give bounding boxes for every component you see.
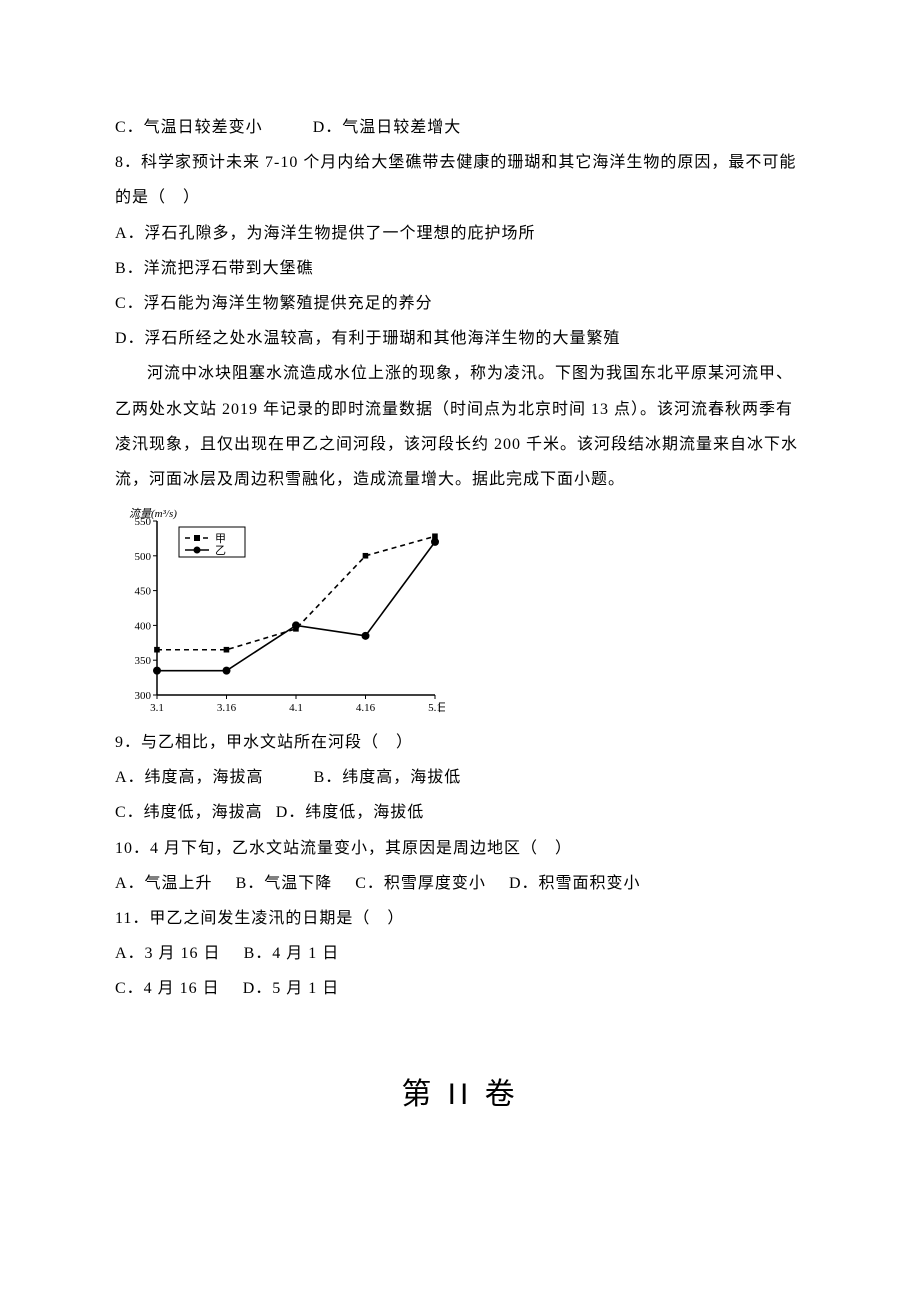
section-ii-title: 第 II 卷 bbox=[115, 1062, 805, 1128]
svg-text:乙: 乙 bbox=[215, 544, 226, 557]
q8-option-a: A．浮石孔隙多，为海洋生物提供了一个理想的庇护场所 bbox=[115, 216, 805, 251]
svg-text:4.16: 4.16 bbox=[356, 702, 376, 714]
svg-text:550: 550 bbox=[135, 516, 152, 528]
q11-option-c: C．4 月 16 日 bbox=[115, 980, 220, 997]
svg-text:3.1: 3.1 bbox=[150, 702, 164, 714]
svg-text:450: 450 bbox=[135, 586, 152, 598]
svg-text:甲: 甲 bbox=[215, 533, 226, 545]
q10-option-c: C．积雪厚度变小 bbox=[355, 875, 486, 892]
svg-text:350: 350 bbox=[135, 655, 152, 667]
q7-option-d: D．气温日较差增大 bbox=[313, 119, 462, 136]
q9-option-c: C．纬度低，海拔高 bbox=[115, 804, 263, 821]
svg-text:500: 500 bbox=[135, 551, 152, 563]
q11-option-a: A．3 月 16 日 bbox=[115, 945, 221, 962]
svg-text:4.1: 4.1 bbox=[289, 702, 303, 714]
q8-option-c: C．浮石能为海洋生物繁殖提供充足的养分 bbox=[115, 286, 805, 321]
q10-option-a: A．气温上升 bbox=[115, 875, 213, 892]
q8-option-d: D．浮石所经之处水温较高，有利于珊瑚和其他海洋生物的大量繁殖 bbox=[115, 321, 805, 356]
exam-page: C．气温日较差变小 D．气温日较差增大 8．科学家预计未来 7-10 个月内给大… bbox=[0, 0, 920, 1302]
svg-text:日期（月.日）: 日期（月.日） bbox=[437, 701, 445, 714]
chart-container: 流量(m³/s)3003504004505005503.13.164.14.16… bbox=[115, 503, 805, 723]
q11-options-row2: C．4 月 16 日 D．5 月 1 日 bbox=[115, 971, 805, 1006]
q9-options-row1: A．纬度高，海拔高 B．纬度高，海拔低 bbox=[115, 760, 805, 795]
flow-chart: 流量(m³/s)3003504004505005503.13.164.14.16… bbox=[115, 503, 445, 723]
q9-options-row2: C．纬度低，海拔高 D．纬度低，海拔低 bbox=[115, 795, 805, 830]
q7-option-c: C．气温日较差变小 bbox=[115, 119, 263, 136]
passage-text: 河流中冰块阻塞水流造成水位上涨的现象，称为凌汛。下图为我国东北平原某河流甲、乙两… bbox=[115, 356, 805, 497]
q7-options-cd: C．气温日较差变小 D．气温日较差增大 bbox=[115, 110, 805, 145]
q9-stem: 9．与乙相比，甲水文站所在河段（ ） bbox=[115, 725, 805, 760]
q10-option-d: D．积雪面积变小 bbox=[509, 875, 641, 892]
q8-stem: 8．科学家预计未来 7-10 个月内给大堡礁带去健康的珊瑚和其它海洋生物的原因，… bbox=[115, 145, 805, 215]
q11-stem: 11．甲乙之间发生凌汛的日期是（ ） bbox=[115, 901, 805, 936]
q8-option-b: B．洋流把浮石带到大堡礁 bbox=[115, 251, 805, 286]
q10-option-b: B．气温下降 bbox=[236, 875, 333, 892]
q9-option-a: A．纬度高，海拔高 bbox=[115, 769, 264, 786]
svg-text:400: 400 bbox=[135, 620, 152, 632]
q11-options-row1: A．3 月 16 日 B．4 月 1 日 bbox=[115, 936, 805, 971]
q11-option-b: B．4 月 1 日 bbox=[244, 945, 340, 962]
q10-options: A．气温上升 B．气温下降 C．积雪厚度变小 D．积雪面积变小 bbox=[115, 866, 805, 901]
q9-option-b: B．纬度高，海拔低 bbox=[314, 769, 462, 786]
q11-option-d: D．5 月 1 日 bbox=[243, 980, 340, 997]
svg-text:300: 300 bbox=[135, 690, 152, 702]
q9-option-d: D．纬度低，海拔低 bbox=[276, 804, 425, 821]
q10-stem: 10．4 月下旬，乙水文站流量变小，其原因是周边地区（ ） bbox=[115, 831, 805, 866]
svg-text:3.16: 3.16 bbox=[217, 702, 237, 714]
